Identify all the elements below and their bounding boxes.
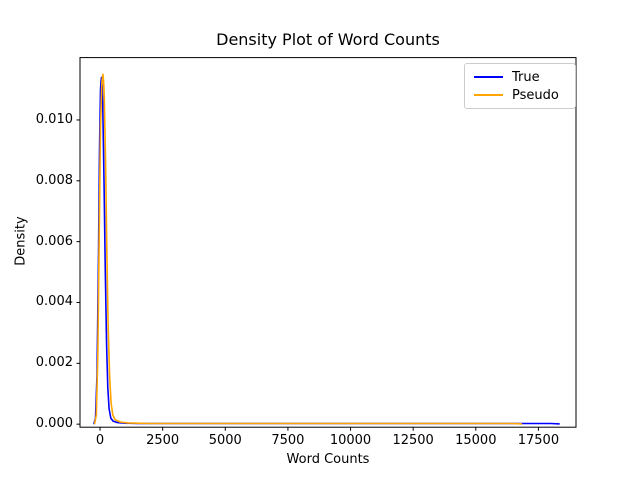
y-tick-label: 0.002 <box>35 355 73 371</box>
chart-title: Density Plot of Word Counts <box>216 30 440 49</box>
y-tick-label: 0.008 <box>35 172 73 188</box>
x-tick-label: 10000 <box>329 433 372 448</box>
x-tick-label: 2500 <box>146 433 180 448</box>
plot-border <box>79 57 577 428</box>
legend-entry-true: True <box>474 70 567 85</box>
legend-line-sample-pseudo <box>474 94 503 96</box>
y-tick-label: 0.000 <box>35 416 73 432</box>
legend-line-sample-true <box>474 76 503 78</box>
y-tick-label: 0.004 <box>35 294 73 310</box>
legend-label-true: True <box>512 69 540 85</box>
series-line-true <box>93 76 560 425</box>
legend: True Pseudo <box>464 63 576 109</box>
x-tick-label: 7500 <box>271 433 305 448</box>
legend-label-pseudo: Pseudo <box>512 87 559 103</box>
x-tick-label: 0 <box>95 433 105 448</box>
y-tick-label: 0.006 <box>35 233 73 249</box>
y-tick-label: 0.010 <box>35 111 73 127</box>
x-tick-label: 12500 <box>392 433 434 448</box>
x-tick-label: 5000 <box>208 433 242 448</box>
legend-entry-pseudo: Pseudo <box>474 88 567 103</box>
x-tick-label: 15000 <box>455 433 497 448</box>
x-axis-label: Word Counts <box>286 452 370 467</box>
series-line-pseudo <box>93 73 523 425</box>
x-tick-label: 17500 <box>517 433 560 448</box>
